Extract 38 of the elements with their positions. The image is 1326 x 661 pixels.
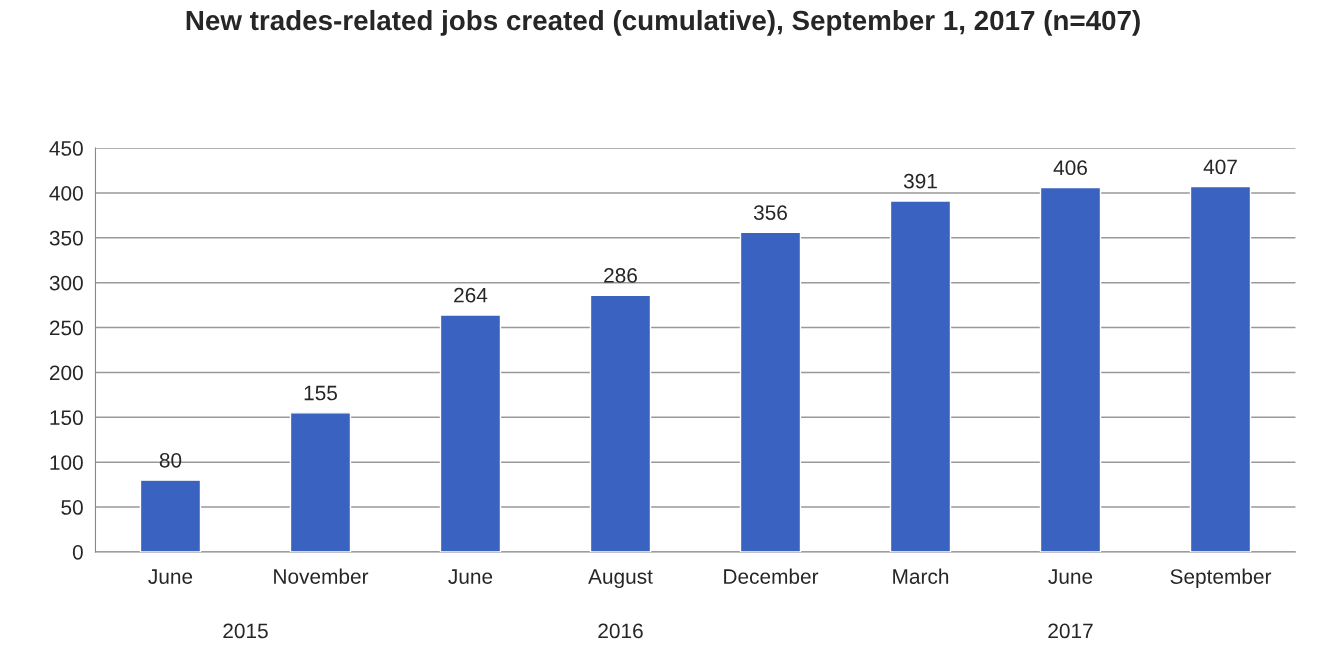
data-label: 264: [454, 287, 488, 303]
y-tick-label: 400: [49, 185, 83, 201]
data-label: 406: [1053, 160, 1087, 176]
data-label: 407: [1203, 159, 1237, 175]
bar: [889, 200, 952, 552]
data-label: 80: [159, 452, 182, 468]
data-label: 391: [903, 173, 937, 189]
y-tick-label: 200: [49, 365, 83, 381]
data-label: 286: [604, 268, 637, 283]
y-tick-label: 0: [72, 544, 83, 560]
x-tick-label: June: [148, 569, 193, 584]
y-tick-label: 350: [49, 230, 83, 246]
y-tick-label: 450: [49, 141, 83, 156]
data-label: 356: [753, 205, 787, 220]
x-tick-label: December: [724, 568, 819, 584]
bar: [439, 314, 502, 552]
chart-title: New trades-related jobs created (cumulative), September 1, 2017 (n=407): [186, 9, 1140, 36]
y-tick-label: 150: [50, 410, 83, 426]
data-label: 155: [304, 385, 337, 401]
x-tick-label: August: [588, 569, 653, 589]
bar: [139, 479, 202, 552]
x-tick-label: November: [274, 568, 369, 584]
x-tick-label: September: [1170, 568, 1272, 589]
text: 2016: [598, 623, 643, 639]
bar: [289, 412, 352, 552]
y-tick-label: 300: [49, 275, 83, 291]
x-tick-label: June: [448, 569, 493, 584]
bar: [1189, 185, 1252, 552]
y-tick-label: 100: [50, 455, 83, 470]
bar: [1039, 186, 1102, 552]
y-tick-label: 50: [61, 500, 83, 515]
bar: [589, 294, 652, 552]
text: 2017: [1048, 623, 1093, 639]
bar: [739, 231, 802, 552]
x-tick-label: March: [893, 568, 949, 584]
text: 2015: [223, 623, 268, 639]
x-tick-label: June: [1048, 569, 1093, 584]
y-tick-label: 250: [49, 320, 83, 336]
